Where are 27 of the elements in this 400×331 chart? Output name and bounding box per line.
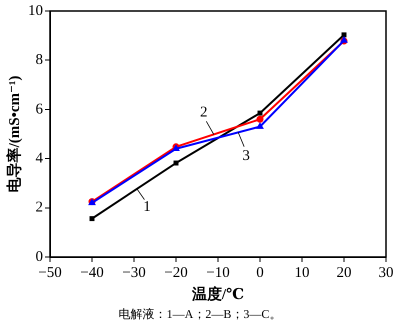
annotation: 3 <box>242 148 250 164</box>
point <box>258 110 262 116</box>
point <box>174 160 178 166</box>
x-tick-label: 20 <box>336 264 352 281</box>
point <box>256 122 264 129</box>
x-tick-label: −20 <box>164 264 188 281</box>
text: 电解液：1—A；2—B；3—C。 <box>118 306 282 323</box>
y-tick-label: 8 <box>36 52 43 68</box>
point <box>256 116 264 123</box>
y-tick-label: 0 <box>36 248 43 265</box>
x-tick-label: 0 <box>256 264 264 281</box>
point <box>342 32 346 38</box>
x-tick-label: 10 <box>294 264 310 281</box>
x-axis-title: 温度/℃ <box>190 284 244 303</box>
x-tick-label: −10 <box>206 264 230 281</box>
x-tick-label: 30 <box>378 264 394 281</box>
x-tick-label: −30 <box>122 264 146 281</box>
y-tick-label: 2 <box>36 200 43 216</box>
y-tick-label: 4 <box>36 150 44 167</box>
y-axis-title: 电导率/(mS•cm⁻¹) <box>4 76 23 192</box>
x-tick-label: −50 <box>38 264 62 281</box>
y-tick-label: 10 <box>28 2 43 19</box>
annotation: 2 <box>200 104 208 120</box>
y-tick-label: 6 <box>36 101 44 118</box>
annotation: 1 <box>143 198 151 215</box>
point <box>90 216 94 222</box>
x-tick-label: −40 <box>80 264 104 281</box>
